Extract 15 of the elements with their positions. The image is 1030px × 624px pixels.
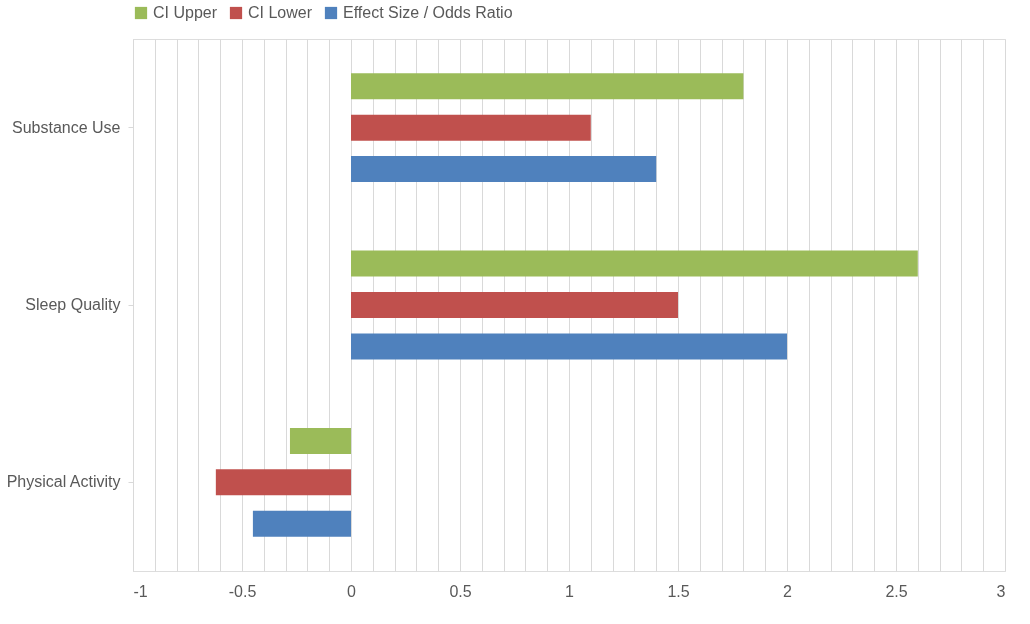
x-tick-label: -0.5 <box>228 582 257 600</box>
x-tick-label: 2 <box>783 582 793 600</box>
x-tick-label: 0.5 <box>449 582 472 600</box>
legend-label: CI Upper <box>153 4 218 21</box>
y-tick-label: Physical Activity <box>6 473 121 491</box>
x-tick-label: 2.5 <box>885 582 908 600</box>
x-tick-label: 0 <box>347 582 357 600</box>
x-tick-label: -1 <box>133 582 148 600</box>
y-tick-label: Substance Use <box>11 118 121 136</box>
x-tick-label: 1.5 <box>667 582 690 600</box>
x-tick-label: 3 <box>996 582 1006 600</box>
x-tick-label: 1 <box>565 582 575 600</box>
legend-label: CI Lower <box>248 4 313 21</box>
legend-label: Effect Size / Odds Ratio <box>343 4 513 21</box>
y-tick-label: Sleep Quality <box>25 296 121 313</box>
